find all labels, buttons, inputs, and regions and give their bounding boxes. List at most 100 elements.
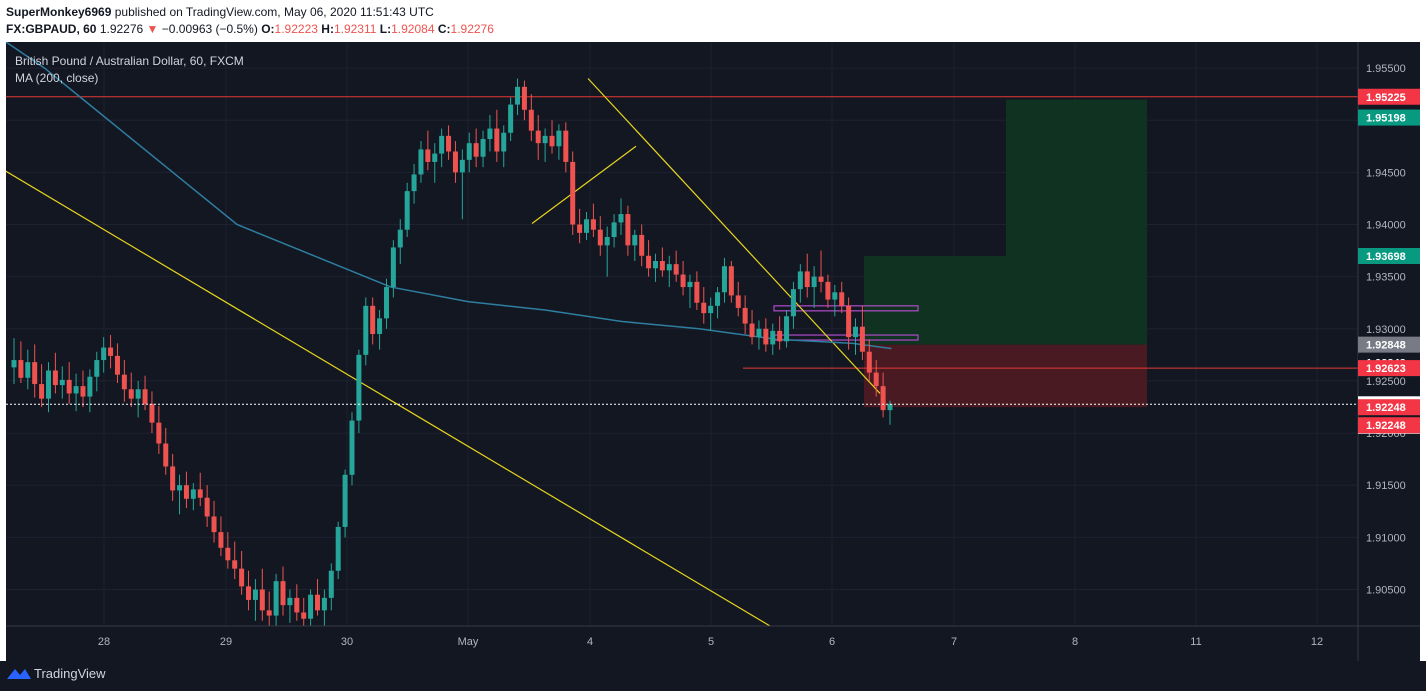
candle-body (287, 597, 293, 606)
candle-body (218, 532, 224, 548)
time-tick-label: 12 (1311, 636, 1323, 648)
candle-body (273, 581, 279, 616)
chart-legend: British Pound / Australian Dollar, 60, F… (15, 53, 244, 87)
candle-body (156, 422, 162, 444)
price-label-badge (1358, 417, 1420, 434)
candle-body (446, 135, 452, 152)
candle-body (163, 443, 169, 467)
candle-body (666, 264, 672, 271)
trendline-resistance[interactable] (587, 78, 881, 394)
tradingview-logo-icon[interactable] (6, 663, 32, 683)
author-name[interactable]: SuperMonkey6969 (6, 5, 112, 19)
candle-body (94, 360, 100, 377)
candle-body (694, 281, 700, 303)
candle-body (480, 138, 486, 157)
chart-title: British Pound / Australian Dollar, 60, F… (15, 54, 244, 68)
price-label-text: 1.95198 (1366, 113, 1406, 125)
price-label-badge (1358, 360, 1420, 377)
candle-body (825, 281, 831, 300)
candle-body (294, 597, 300, 613)
candle-body (652, 261, 658, 269)
candle-body (639, 234, 645, 256)
candle-body (59, 379, 65, 386)
candle-body (728, 266, 734, 296)
candle-body (501, 132, 507, 152)
candle-body (680, 274, 686, 288)
candle-body (742, 307, 748, 324)
high-label: H: (321, 22, 334, 36)
candle-body (790, 289, 796, 317)
chart-canvas[interactable]: 1.955001.950001.945001.940001.935001.930… (6, 42, 1420, 661)
price-label-text: 1.92248 (1366, 420, 1406, 432)
candle-body (853, 326, 859, 338)
candle-body (763, 328, 769, 345)
candle-body (52, 370, 58, 386)
indicator-label[interactable]: MA (200, close) (15, 71, 99, 85)
candle-body (432, 153, 438, 162)
candle-body (197, 489, 203, 498)
trendline-support[interactable] (531, 145, 637, 224)
candle-body (225, 547, 231, 561)
candle-body (549, 135, 555, 147)
candle-body (494, 128, 500, 152)
candle-body (383, 287, 389, 319)
candle-body (473, 143, 479, 157)
candle-body (411, 174, 417, 192)
candle-body (425, 149, 431, 162)
candle-body (556, 130, 562, 147)
moving-average-line (6, 42, 892, 350)
publish-info: published on TradingView.com, May 06, 20… (114, 5, 434, 19)
footer-bar (0, 661, 1426, 691)
candle-body (887, 403, 893, 411)
candle-body (797, 271, 803, 290)
down-arrow-icon: ▼ (146, 22, 159, 36)
candle-body (211, 516, 217, 533)
candle-body (121, 374, 127, 390)
candle-body (528, 109, 534, 131)
price-tick-label: 1.93500 (1366, 272, 1406, 284)
candle-body (80, 386, 86, 397)
candle-body (873, 372, 879, 387)
trendline-long[interactable] (6, 170, 771, 627)
candle-body (39, 384, 45, 399)
time-tick-label: 30 (341, 636, 353, 648)
candle-body (784, 316, 790, 342)
candle-body (604, 237, 610, 246)
price-label-badge (1358, 399, 1420, 416)
candle-body (32, 362, 38, 385)
ohlc-line: FX:GBPAUD, 60 1.92276 ▼ −0.00963 (−0.5%)… (6, 22, 494, 36)
candle-body (266, 610, 272, 616)
candle-body (328, 570, 334, 598)
candle-body (439, 135, 445, 154)
time-tick-label: 6 (829, 636, 835, 648)
time-tick-label: 8 (1072, 636, 1078, 648)
candle-body (866, 351, 872, 373)
candle-body (701, 302, 707, 314)
chart-area[interactable]: 1.955001.950001.945001.940001.935001.930… (6, 42, 1420, 661)
candle-body (880, 386, 886, 411)
marker-box-upper (773, 305, 919, 312)
candle-body (687, 281, 693, 288)
candle-body (204, 497, 210, 517)
candle-body (452, 151, 458, 173)
candle-body (45, 370, 51, 399)
symbol-label: FX:GBPAUD, 60 (6, 22, 97, 36)
time-tick-label: 29 (220, 636, 232, 648)
candle-body (370, 305, 376, 334)
candle-body (459, 159, 465, 173)
candle-body (570, 161, 576, 225)
candle-body (356, 354, 362, 421)
candle-body (252, 589, 258, 600)
candle-body (308, 594, 314, 619)
candle-body (515, 86, 521, 105)
candle-body (335, 526, 341, 571)
candle-body (735, 295, 741, 308)
candle-body (632, 234, 638, 246)
candle-body (466, 143, 472, 160)
candle-body (301, 612, 307, 619)
candle-body (749, 323, 755, 338)
time-tick-label: 4 (587, 636, 593, 648)
tradingview-label[interactable]: TradingView (34, 666, 106, 681)
high-value: 1.92311 (333, 22, 377, 36)
price-tick-label: 1.90500 (1366, 585, 1406, 597)
